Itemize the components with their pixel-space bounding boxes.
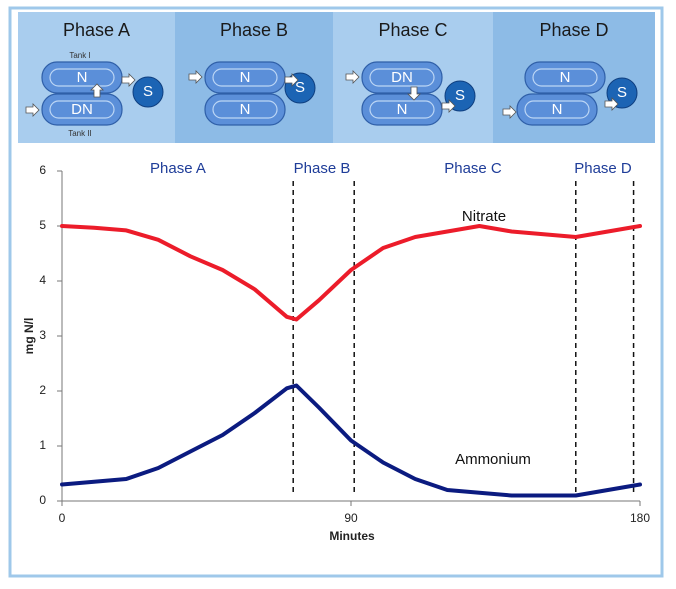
tank-label: N	[77, 69, 88, 86]
phase-label: Phase B	[294, 160, 351, 177]
series-line	[60, 224, 642, 322]
y-axis-label: mg N/l	[22, 318, 36, 355]
tank	[41, 93, 123, 126]
settler-label: S	[455, 87, 465, 104]
y-tick-label: 1	[39, 438, 46, 452]
settler	[132, 76, 164, 108]
x-tick-label: 0	[59, 511, 66, 525]
flow-arrow	[284, 73, 299, 87]
flow-arrow	[188, 70, 203, 84]
y-tick-label: 3	[39, 328, 46, 342]
phase-title: Phase C	[378, 20, 447, 40]
phase-title: Phase B	[220, 20, 288, 40]
y-tick-label: 6	[39, 163, 46, 177]
tank-channel	[49, 68, 115, 87]
y-tick-label: 4	[39, 273, 46, 287]
tank-label: DN	[71, 101, 93, 118]
settler-label: S	[617, 84, 627, 101]
flow-arrow	[25, 103, 40, 117]
phase-title: Phase A	[63, 20, 130, 40]
phase-title: Phase D	[539, 20, 608, 40]
tank-label: N	[240, 69, 251, 86]
tank-label: N	[240, 101, 251, 118]
tank-caption: Tank I	[69, 51, 90, 60]
tank-label: N	[552, 101, 563, 118]
tank-caption: Tank II	[68, 129, 92, 138]
phase-label: Phase A	[150, 160, 206, 177]
phase-label: Phase D	[574, 160, 632, 177]
y-tick-label: 0	[39, 493, 46, 507]
series-label: Ammonium	[455, 451, 531, 468]
x-tick-label: 180	[630, 511, 650, 525]
series-label: Nitrate	[462, 208, 506, 225]
tank	[516, 93, 598, 126]
tank-channel	[524, 100, 590, 119]
x-axis-label: Minutes	[329, 529, 375, 543]
tank-channel	[212, 68, 278, 87]
flow-arrow	[604, 97, 619, 111]
tank-channel	[369, 68, 435, 87]
tank	[204, 93, 286, 126]
flow-arrow	[407, 86, 421, 101]
tank-channel	[369, 100, 435, 119]
flow-arrow	[441, 99, 456, 113]
flow-arrow	[345, 70, 360, 84]
tank	[361, 93, 443, 126]
tank	[524, 61, 606, 94]
tank-label: N	[560, 69, 571, 86]
tank-label: DN	[391, 69, 413, 86]
tank-channel	[212, 100, 278, 119]
settler-label: S	[143, 83, 153, 100]
settler-label: S	[295, 79, 305, 96]
y-tick-label: 5	[39, 218, 46, 232]
flow-arrow	[502, 105, 517, 119]
flow-arrow	[90, 83, 104, 98]
y-tick-label: 2	[39, 383, 46, 397]
series-line	[60, 383, 642, 498]
chart: 0 1 2 3 4 5 6 0 90 180 Minutes mg N/l Phase A Phase B…	[22, 160, 650, 543]
flow-arrow	[121, 73, 136, 87]
x-tick-label: 90	[344, 511, 358, 525]
tank	[361, 61, 443, 94]
tank-channel	[532, 68, 598, 87]
phase-label: Phase C	[444, 160, 502, 177]
tank-channel	[49, 100, 115, 119]
tank-label: N	[397, 101, 408, 118]
